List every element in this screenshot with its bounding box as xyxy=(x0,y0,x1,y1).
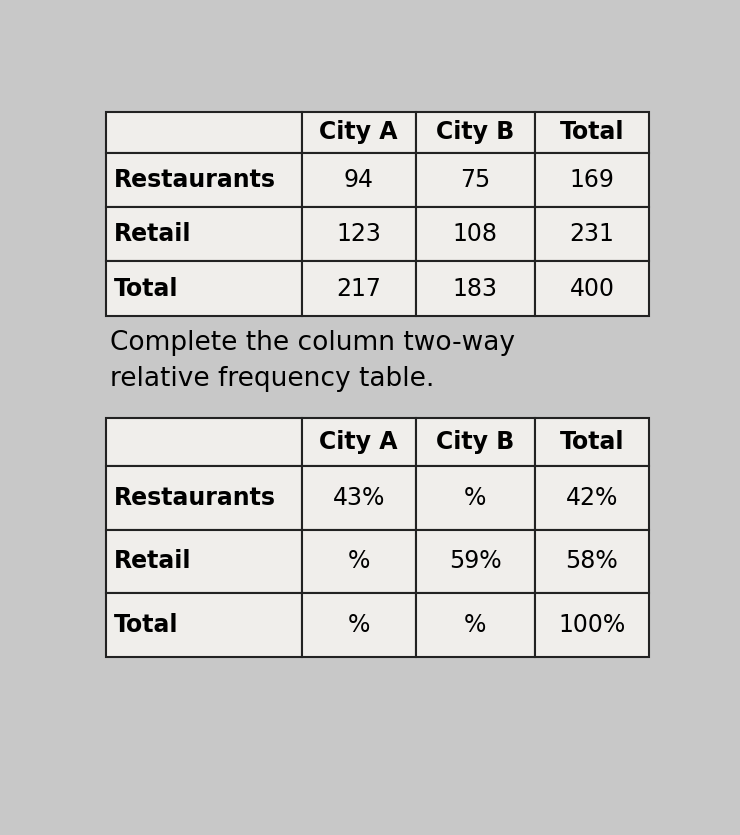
Text: City A: City A xyxy=(320,430,398,454)
Text: Restaurants: Restaurants xyxy=(114,486,276,510)
Text: Complete the column two-way
relative frequency table.: Complete the column two-way relative fre… xyxy=(110,330,515,392)
Text: City B: City B xyxy=(436,430,514,454)
Text: Retail: Retail xyxy=(114,222,192,246)
Bar xyxy=(416,529,535,593)
Bar xyxy=(302,593,416,657)
Text: 217: 217 xyxy=(336,276,381,301)
Text: %: % xyxy=(348,613,370,637)
Text: 169: 169 xyxy=(570,168,614,192)
Bar xyxy=(107,112,302,153)
Bar xyxy=(302,466,416,529)
Bar xyxy=(535,153,649,207)
Text: 231: 231 xyxy=(570,222,614,246)
Bar xyxy=(416,261,535,316)
Bar xyxy=(535,112,649,153)
Text: Total: Total xyxy=(559,430,625,454)
Text: 108: 108 xyxy=(453,222,498,246)
Text: Total: Total xyxy=(114,276,178,301)
Text: City B: City B xyxy=(436,120,514,144)
Bar xyxy=(535,261,649,316)
Text: 123: 123 xyxy=(336,222,381,246)
Bar xyxy=(535,207,649,261)
Bar xyxy=(535,529,649,593)
Text: 183: 183 xyxy=(453,276,498,301)
Bar xyxy=(302,153,416,207)
Bar xyxy=(107,418,302,466)
Text: %: % xyxy=(464,613,486,637)
Bar xyxy=(107,593,302,657)
Bar xyxy=(107,207,302,261)
Text: 43%: 43% xyxy=(332,486,385,510)
Text: 400: 400 xyxy=(570,276,614,301)
Bar xyxy=(107,529,302,593)
Text: City A: City A xyxy=(320,120,398,144)
Bar xyxy=(416,418,535,466)
Bar xyxy=(107,466,302,529)
Bar xyxy=(302,529,416,593)
Text: 42%: 42% xyxy=(566,486,618,510)
Bar xyxy=(302,418,416,466)
Bar xyxy=(416,466,535,529)
Bar xyxy=(416,153,535,207)
Text: 58%: 58% xyxy=(565,549,619,574)
Text: Retail: Retail xyxy=(114,549,192,574)
Text: Restaurants: Restaurants xyxy=(114,168,276,192)
Text: 59%: 59% xyxy=(449,549,502,574)
Text: 100%: 100% xyxy=(559,613,625,637)
Bar xyxy=(535,593,649,657)
Text: 75: 75 xyxy=(460,168,491,192)
Text: Total: Total xyxy=(559,120,625,144)
Bar xyxy=(416,593,535,657)
Text: Total: Total xyxy=(114,613,178,637)
Bar xyxy=(107,261,302,316)
Bar xyxy=(302,207,416,261)
Bar xyxy=(535,466,649,529)
Bar xyxy=(535,418,649,466)
Text: %: % xyxy=(348,549,370,574)
Bar xyxy=(107,153,302,207)
Bar xyxy=(302,112,416,153)
Text: %: % xyxy=(464,486,486,510)
Text: 94: 94 xyxy=(343,168,374,192)
Bar xyxy=(302,261,416,316)
Bar xyxy=(416,112,535,153)
Bar xyxy=(416,207,535,261)
